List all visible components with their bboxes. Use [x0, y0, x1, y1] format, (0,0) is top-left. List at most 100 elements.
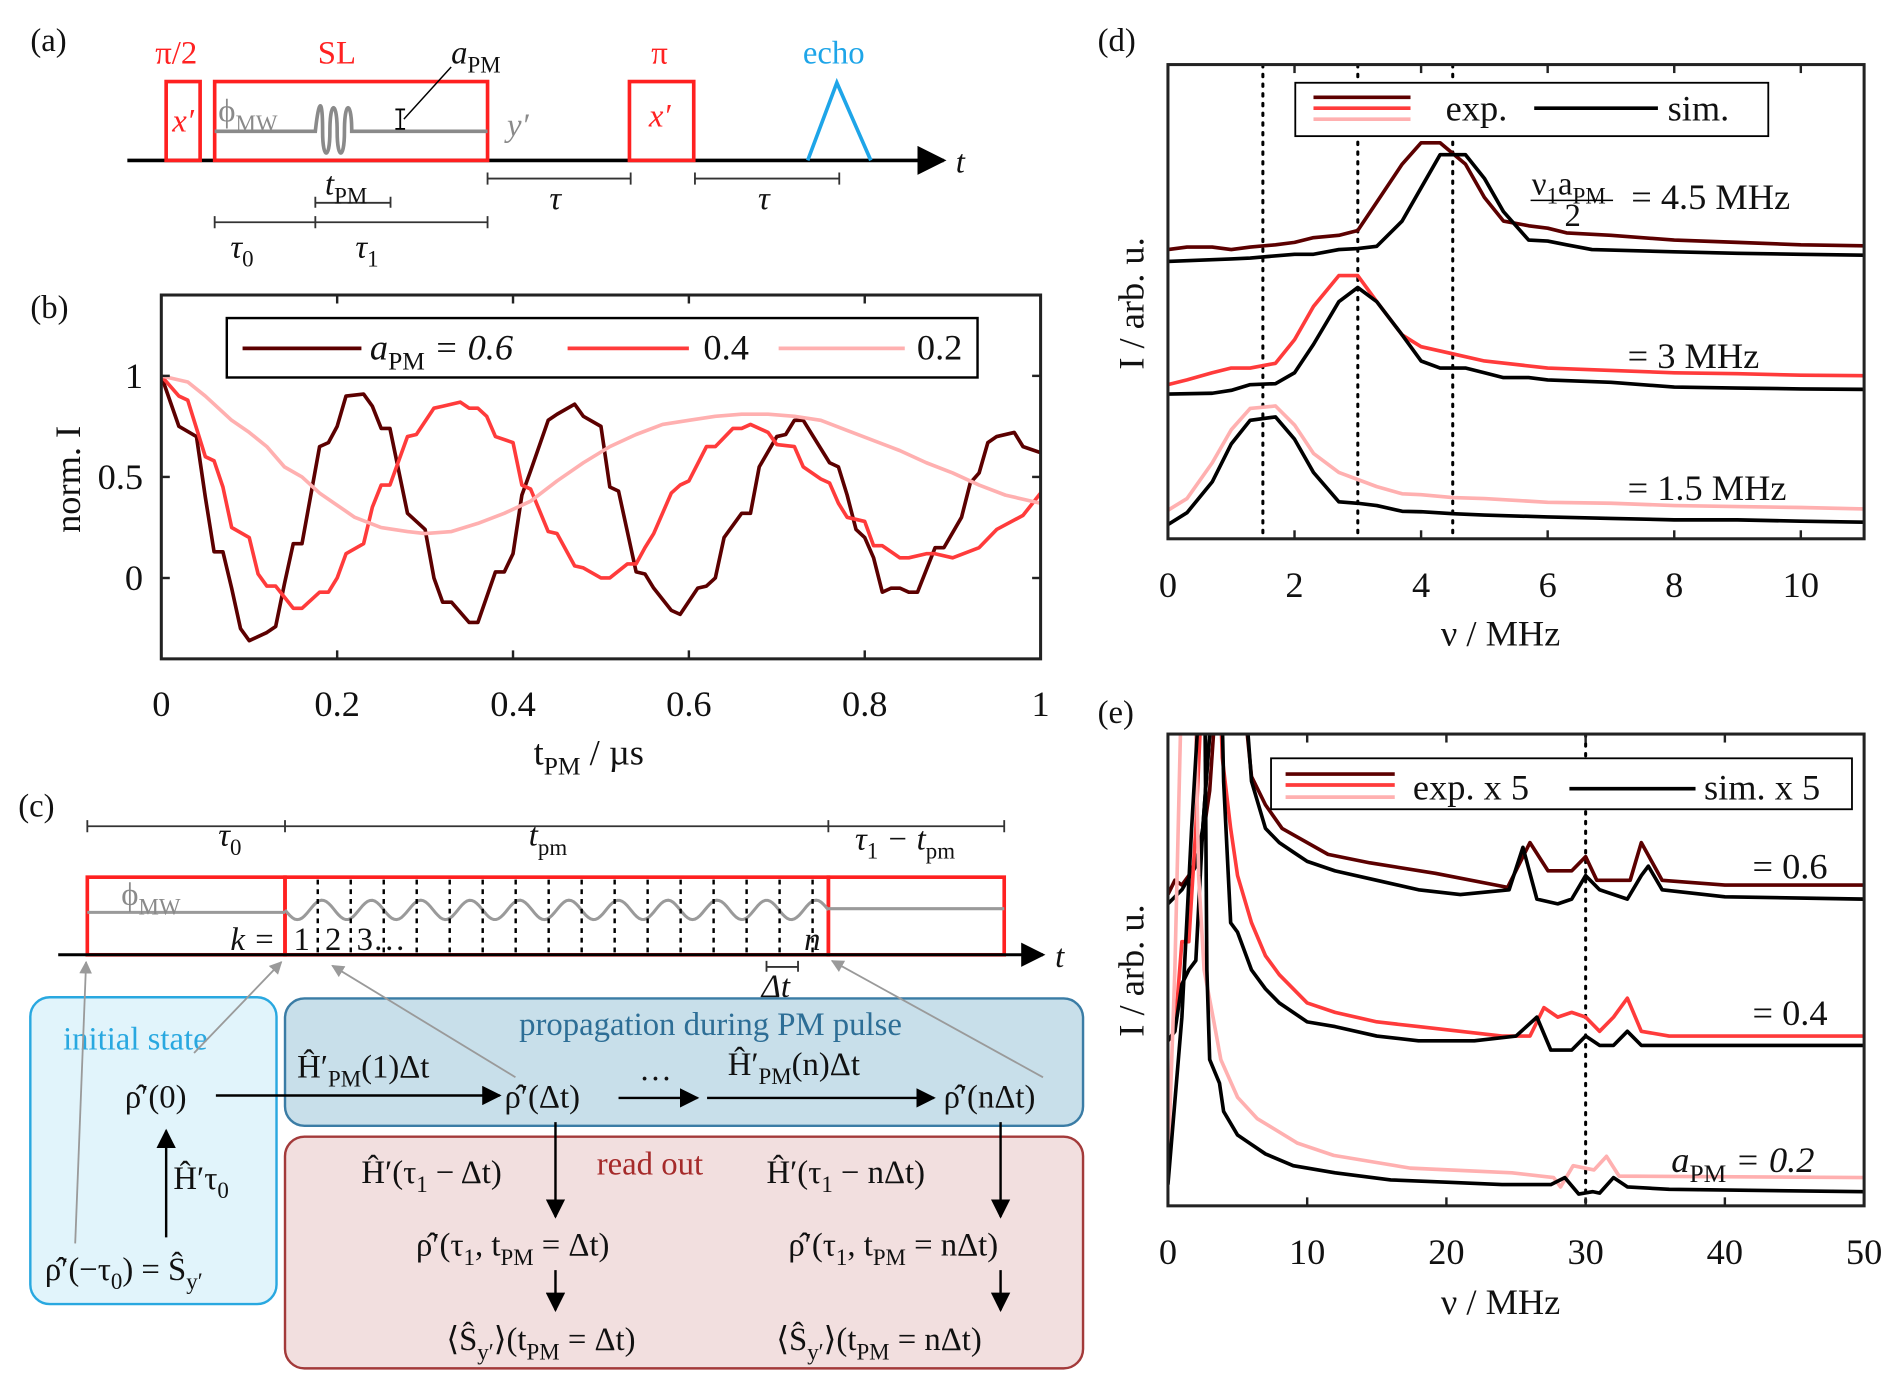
x-tick-label: 20	[1428, 1232, 1464, 1272]
series-line-aPM0.6	[161, 375, 1041, 643]
pm-wave	[283, 898, 830, 922]
h-tau0-label: Ĥ′τ0	[173, 1160, 228, 1203]
x-prime-label: x′	[171, 103, 195, 139]
series-group	[1167, 64, 1865, 539]
k-equals-label: k =	[230, 922, 275, 958]
series-line-0.6-sim.x5	[1167, 734, 1865, 906]
tau-label-2: τ	[758, 181, 771, 217]
annotation-fraction-denominator: 2	[1565, 198, 1581, 234]
gray-pointer-initial	[74, 960, 93, 1244]
axes-box	[1166, 732, 1866, 1208]
series-line-4.5MHz-sim.	[1167, 152, 1865, 264]
legend-label-sim: sim.	[1668, 88, 1730, 128]
panel-d-chart: (d) 0 2 4 6 8 10 exp. sim. ν1aPM 2 = 4.5 MHz …	[1098, 23, 1866, 654]
y-tick-label: 1	[125, 356, 143, 396]
a-pm-pointer	[403, 66, 452, 120]
gray-pointer-rho-dt	[331, 964, 516, 1079]
x-tick-label: 10	[1289, 1232, 1325, 1272]
x-tick-label: 50	[1846, 1232, 1882, 1272]
h-tau1-dt-label: Ĥ′(τ1 − Δt)	[361, 1154, 501, 1197]
pi-half-label: π/2	[155, 35, 197, 71]
x-tick-label: 0	[1159, 565, 1177, 605]
series-line-3MHz-exp.	[1167, 273, 1865, 387]
tau0-interval-label: τ0	[218, 818, 241, 860]
x-axis-label-e: ν / MHz	[1441, 1282, 1561, 1322]
rho-initial: ρ̂′(−τ0) = Ŝy′	[45, 1250, 203, 1294]
panel-label-e: (e)	[1098, 695, 1134, 731]
x-tick-label: 30	[1567, 1232, 1603, 1272]
phi-mw-label-c: ϕMW	[121, 877, 181, 919]
h-tau1-ndt-label: Ĥ′(τ1 − nΔt)	[767, 1154, 926, 1197]
series-line-0.4-sim.x5	[1167, 734, 1865, 1052]
annotation-0.4: = 0.4	[1753, 993, 1828, 1033]
gray-pointer-rho-ndt	[830, 960, 1044, 1079]
tau0-label: τ0	[230, 229, 253, 271]
k-n-label: n	[804, 922, 820, 958]
x-tick-label: 6	[1539, 565, 1557, 605]
panel-label-c: (c)	[18, 789, 54, 825]
initial-state-box	[29, 996, 278, 1306]
series-line-3MHz-sim.	[1167, 285, 1865, 396]
echo-signal	[806, 77, 873, 162]
k-2-label: 2	[325, 922, 341, 958]
x-tick-label: 0.6	[666, 684, 711, 724]
t-pm-label: tPM	[325, 166, 367, 208]
panel-b-chart: (b) 0 0.2 0.4 0.6 0.8 1 0 0.5 1 aPM = 0.6 0.4 0.…	[30, 290, 1049, 781]
sy-expectation-dt: ⟨Ŝy′⟩(tPM = Δt)	[446, 1320, 635, 1364]
sy-expectation-ndt: ⟨Ŝy′⟩(tPM = nΔt)	[776, 1320, 982, 1364]
chart-b-plot-area: 0 0.2 0.4 0.6 0.8 1 0 0.5 1	[98, 293, 1050, 724]
panel-label-a: (a)	[30, 23, 66, 59]
y-axis-label-d: I / arb. u.	[1112, 237, 1152, 369]
y-axis-label-e: I / arb. u.	[1112, 904, 1152, 1036]
tau1-label: τ1	[355, 229, 378, 271]
pi-half-pulse	[164, 79, 202, 163]
time-axis-label-c: t	[1055, 939, 1065, 975]
x-axis-label-b: tPM / µs	[534, 732, 644, 780]
amplitude-marker	[395, 108, 406, 130]
annotation-3mhz: = 3 MHz	[1628, 336, 1760, 376]
x-prime-label-2: x′	[648, 98, 672, 134]
annotation-apm-0.2: aPM = 0.2	[1671, 1140, 1814, 1188]
x-tick-label: 1	[1032, 684, 1050, 724]
panel-c-diagram: (c) τ0 tpm τ1 − tpm ϕMW k = 1 2 3… n t Δ…	[18, 789, 1085, 1370]
x-tick-label: 0.8	[842, 684, 887, 724]
tau0-tau1-bracket	[213, 216, 489, 229]
tau-bracket-1	[486, 172, 632, 185]
x-axis-label-d: ν / MHz	[1441, 614, 1561, 654]
k-1-label: 1	[294, 922, 310, 958]
x-tick-label: 0	[1159, 1232, 1177, 1272]
panel-e-chart: (e) 0 10 20 30 40 50 exp. x 5 sim. x 5 = 0.6 …	[1098, 695, 1883, 1322]
interval-brackets	[86, 820, 1006, 833]
panel-label-b: (b)	[30, 290, 68, 326]
rho-tau1-dt: ρ̂′(τ1, tPM = Δt)	[416, 1228, 609, 1270]
h-pm-n-label: Ĥ′PM(n)Δt	[728, 1046, 860, 1089]
ellipsis: ···	[639, 1061, 672, 1097]
tau1-minus-tpm-label: τ1 − tpm	[855, 821, 955, 863]
x-tick-label: 0.4	[490, 684, 535, 724]
time-axis-label: t	[956, 145, 966, 181]
chart-e-plot-area: 0 10 20 30 40 50	[1159, 732, 1882, 1272]
y-axis-label-b: norm. I	[48, 426, 88, 533]
panel-a-pulse-sequence: (a) t π/2 x′ SL ϕMW aPM y′ π x′ echo τ τ…	[30, 23, 965, 271]
annotation-1.5mhz: = 1.5 MHz	[1628, 468, 1787, 508]
annotation-fraction-numerator: ν1aPM	[1532, 166, 1606, 208]
rho-dt: ρ̂′(Δt)	[505, 1080, 580, 1116]
chart-d-plot-area: 0 2 4 6 8 10	[1159, 63, 1866, 605]
annotation-0.6: = 0.6	[1753, 846, 1828, 886]
read-out-box	[283, 1135, 1085, 1370]
legend-label-apm-0.6: aPM = 0.6	[370, 327, 514, 375]
x-tick-label: 2	[1285, 565, 1303, 605]
panel-label-d: (d)	[1098, 23, 1136, 59]
legend-label-exp: exp.	[1446, 88, 1508, 128]
gray-pointer-rho0	[193, 961, 283, 1054]
legend-label-exp-e: exp. x 5	[1413, 768, 1529, 808]
x-tick-label: 8	[1665, 565, 1683, 605]
series-line-0.2-exp.x5	[1167, 734, 1865, 1189]
x-tick-label: 0.2	[314, 684, 359, 724]
tau-label-1: τ	[549, 181, 562, 217]
series-group	[161, 374, 1041, 643]
spin-lock-pulse	[212, 79, 490, 163]
series-line-0.4	[161, 374, 1041, 611]
k-3-label: 3…	[357, 922, 406, 958]
pi-label: π	[651, 35, 668, 71]
